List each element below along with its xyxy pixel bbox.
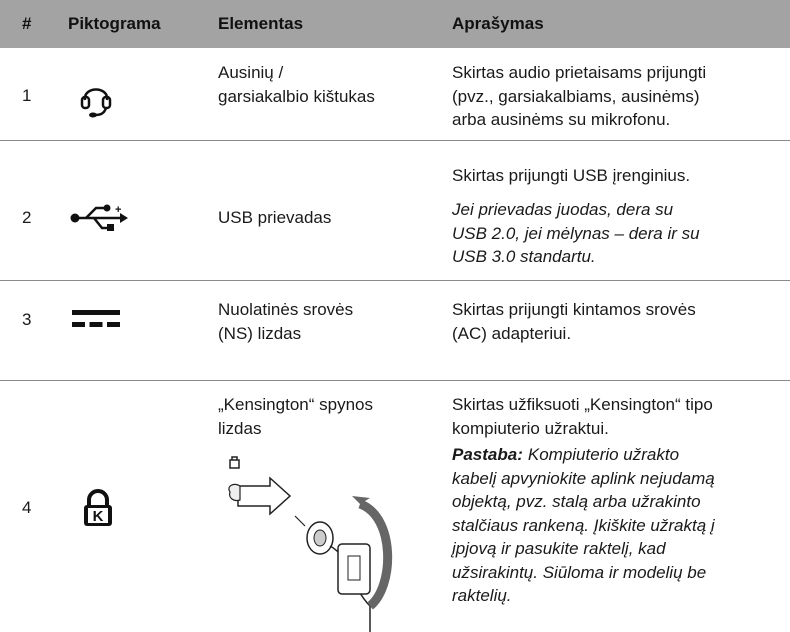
text-line: kabelį apvyniokite aplink nejudamą [452,468,715,488]
text-line: įpjovą ir pasukite raktelį, kad [452,539,666,558]
row-separator [0,280,790,281]
text-line: (pvz., garsiakalbiams, ausinėms) [452,86,700,106]
lock-illustration [228,456,393,632]
text-line: Ausinių / [218,63,284,82]
text: Kompiuterio užrakto [527,445,680,464]
text-line: Pastaba: Kompiuterio užrakto [452,443,715,467]
element-name: Ausinių / garsiakalbio kištukas [218,61,375,108]
element-name: „Kensington“ spynos lizdas [218,393,373,440]
description: Skirtas prijungti USB įrenginius. [452,164,690,188]
row-separator [0,140,790,141]
text-line: garsiakalbio kištukas [218,86,375,106]
text-line: Jei prievadas juodas, dera su [452,200,674,219]
row-number: 4 [22,498,32,517]
text-line: Skirtas prijungti USB įrenginius. [452,166,691,185]
description: Skirtas prijungti kintamos srovės (AC) a… [452,298,696,345]
description: Skirtas užfiksuoti „Kensington“ tipo kom… [452,393,713,440]
column-header: Piktograma [68,14,161,33]
column-header: Elementas [218,14,304,33]
note: Pastaba: Kompiuterio užrakto kabelį apvyn… [452,443,715,608]
row-separator [0,380,790,381]
row-number: 1 [22,86,32,105]
svg-text:K: K [93,508,104,525]
text-line: stalčiaus rankeną. Įkiškite užraktą į [452,515,715,535]
row-number: 3 [22,310,32,329]
column-header: Aprašymas [452,14,544,33]
headset-icon [80,88,112,118]
text-line: „Kensington“ spynos [218,395,373,414]
note-label: Pastaba: [452,445,523,464]
text-line: Skirtas užfiksuoti „Kensington“ tipo [452,395,713,414]
text-line: (AC) adapteriui. [452,323,572,343]
text-line: USB prievadas [218,208,332,227]
table-header [0,0,790,48]
element-name: USB prievadas [218,206,331,230]
text-line: raktelių. [452,586,512,605]
text-line: arba ausinėms su mikrofonu. [452,110,671,129]
dc-icon [72,310,120,327]
text-line: objektą, pvz. stalą arba užrakinto [452,492,701,511]
usb-icon: + [70,204,128,231]
text-line: (NS) lizdas [218,323,302,343]
text-line: Skirtas audio prietaisams prijungti [452,63,707,82]
text-line: užsirakintų. Siūloma ir modelių be [452,562,707,582]
element-name: Nuolatinės srovės (NS) lizdas [218,298,353,345]
text-line: Skirtas prijungti kintamos srovės [452,300,696,319]
text-line: USB 3.0 standartu. [452,247,596,266]
text-line: kompiuterio užraktui. [452,418,609,438]
text-line: Nuolatinės srovės [218,300,354,319]
svg-text:+: + [115,204,121,216]
note: Jei prievadas juodas, dera su USB 2.0, j… [452,198,700,269]
column-header: # [22,14,32,33]
row-number: 2 [22,208,32,227]
kensington-icon: K [84,489,112,526]
description: Skirtas audio prietaisams prijungti (pvz… [452,61,706,132]
text-line: USB 2.0, jei mėlynas – dera ir su [452,223,700,243]
text-line: lizdas [218,418,262,438]
